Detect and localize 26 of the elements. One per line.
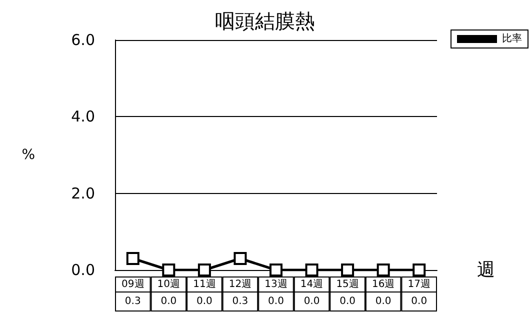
y-tick-label: 0.0 — [71, 261, 95, 279]
data-label: 0.3 — [124, 296, 141, 307]
x-tick-label: 14週 — [300, 279, 324, 290]
legend-label: 比率 — [502, 32, 522, 44]
x-tick-label: 09週 — [122, 279, 144, 290]
chart-title: 咽頭結膜熱 — [215, 9, 315, 33]
y-tick-label: 6.0 — [71, 31, 95, 49]
data-label: 0.0 — [375, 296, 392, 307]
data-label: 0.0 — [304, 296, 320, 307]
y-tick-label: 4.0 — [71, 108, 95, 126]
data-label: 0.3 — [232, 296, 248, 307]
y-axis-title: % — [22, 147, 35, 163]
x-tick-label: 12週 — [228, 279, 252, 290]
data-label: 0.0 — [196, 296, 212, 307]
x-tick-label: 13週 — [264, 279, 288, 290]
data-label: 0.0 — [160, 296, 177, 307]
y-tick-label: 2.0 — [71, 184, 95, 202]
x-axis-title: 週 — [477, 260, 495, 280]
data-label: 0.0 — [268, 296, 284, 307]
data-label: 0.0 — [340, 296, 356, 307]
x-tick-label: 15週 — [336, 279, 359, 290]
x-tick-label: 10週 — [157, 279, 180, 290]
x-tick-label: 16週 — [372, 279, 395, 290]
x-tick-label: 17週 — [408, 279, 430, 290]
x-tick-label: 11週 — [193, 279, 216, 290]
data-label: 0.0 — [411, 296, 428, 307]
